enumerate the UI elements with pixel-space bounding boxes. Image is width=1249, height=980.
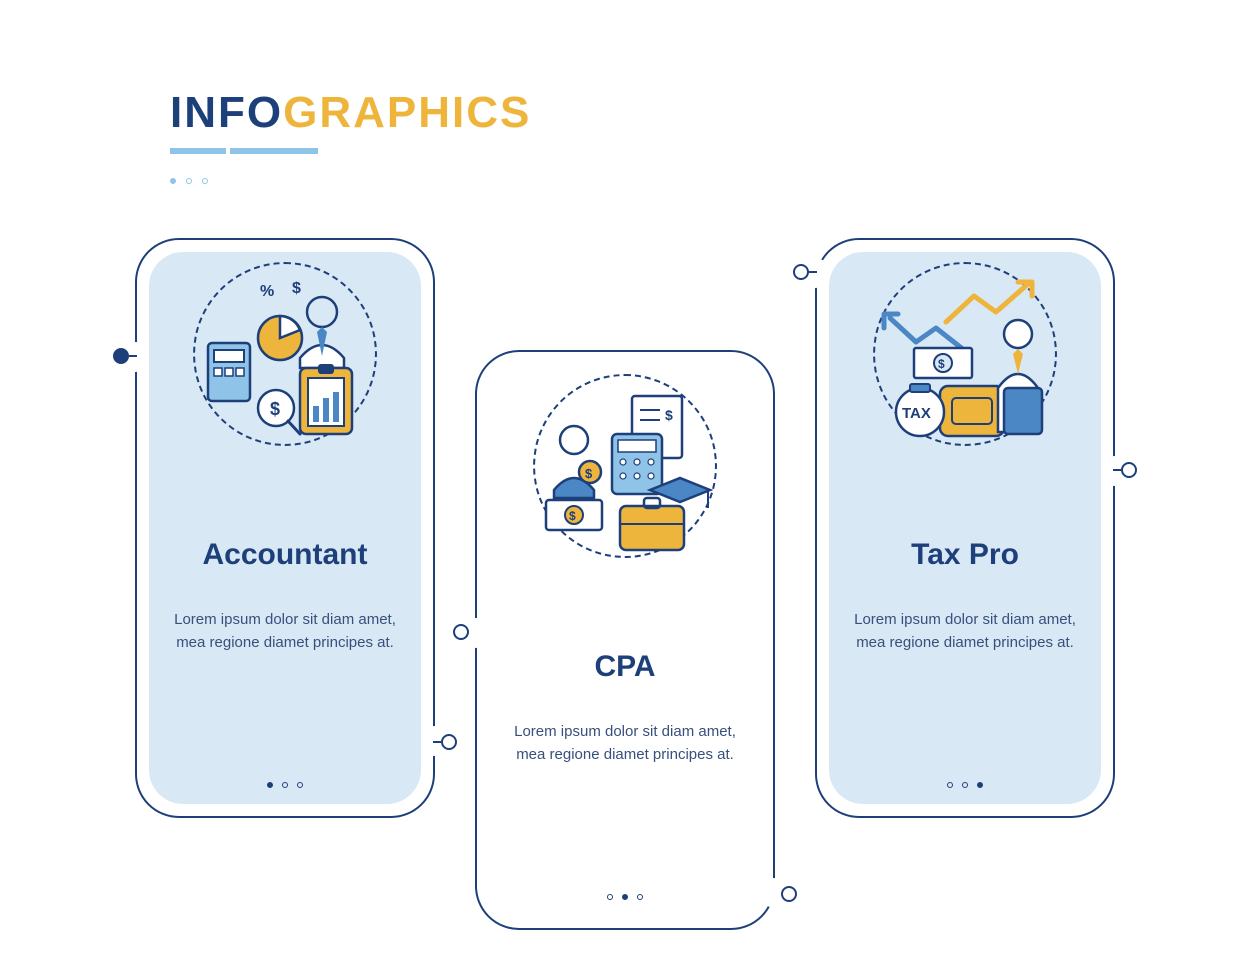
card-pager-dot bbox=[977, 782, 983, 788]
card-body: Lorem ipsum dolor sit diam amet, mea reg… bbox=[849, 608, 1081, 655]
underline-bar-1 bbox=[170, 148, 226, 154]
heading-block: INFOGRAPHICS bbox=[170, 88, 531, 154]
connector-dot bbox=[441, 734, 457, 750]
connector-dot bbox=[453, 624, 469, 640]
card-pager bbox=[135, 782, 435, 788]
card-pager-dot bbox=[637, 894, 643, 900]
connector-dot bbox=[781, 886, 797, 902]
card-taxpro: Tax Pro Lorem ipsum dolor sit diam amet, … bbox=[815, 238, 1115, 818]
taxpro-icon bbox=[880, 278, 1050, 448]
card-pager-dot bbox=[267, 782, 273, 788]
card-cpa: CPA Lorem ipsum dolor sit diam amet, mea … bbox=[475, 350, 775, 930]
heading-part1: INFO bbox=[170, 88, 283, 138]
card-title: Accountant bbox=[135, 538, 435, 572]
heading-text: INFOGRAPHICS bbox=[170, 88, 531, 138]
card-body: Lorem ipsum dolor sit diam amet, mea reg… bbox=[509, 720, 741, 767]
heading-underline bbox=[170, 148, 531, 154]
heading-pager-dot bbox=[170, 178, 176, 184]
card-pager-dot bbox=[962, 782, 968, 788]
heading-pager-dot bbox=[202, 178, 208, 184]
heading-pager bbox=[170, 178, 208, 184]
infographic-canvas: INFOGRAPHICS Accountant Lorem ipsum dolor… bbox=[0, 0, 1249, 980]
connector-dot bbox=[113, 348, 129, 364]
card-pager bbox=[815, 782, 1115, 788]
connector-dot bbox=[793, 264, 809, 280]
heading-pager-dot bbox=[186, 178, 192, 184]
heading-part2: GRAPHICS bbox=[283, 88, 531, 138]
card-pager-dot bbox=[947, 782, 953, 788]
card-pager-dot bbox=[607, 894, 613, 900]
card-body: Lorem ipsum dolor sit diam amet, mea reg… bbox=[169, 608, 401, 655]
card-pager bbox=[475, 894, 775, 900]
cards-row: Accountant Lorem ipsum dolor sit diam ame… bbox=[135, 238, 1115, 930]
cpa-icon bbox=[540, 390, 710, 560]
underline-bar-2 bbox=[230, 148, 318, 154]
card-accountant: Accountant Lorem ipsum dolor sit diam ame… bbox=[135, 238, 435, 818]
card-title: Tax Pro bbox=[815, 538, 1115, 572]
accountant-icon bbox=[200, 278, 370, 448]
card-pager-dot bbox=[282, 782, 288, 788]
card-pager-dot bbox=[622, 894, 628, 900]
card-title: CPA bbox=[475, 650, 775, 684]
card-pager-dot bbox=[297, 782, 303, 788]
connector-dot bbox=[1121, 462, 1137, 478]
